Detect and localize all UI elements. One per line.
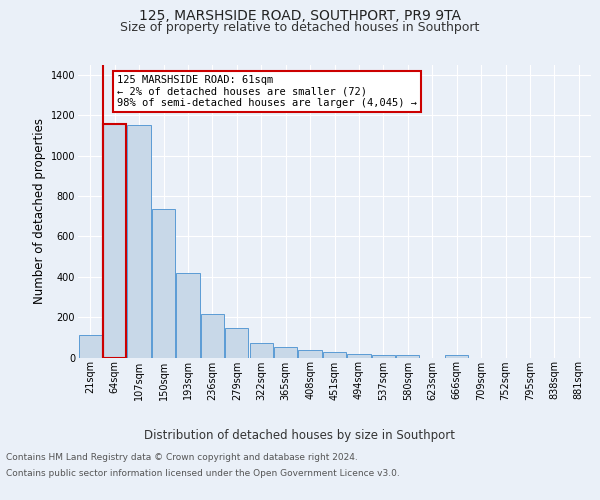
Bar [323,352,346,358]
Bar [103,124,126,358]
Text: Contains public sector information licensed under the Open Government Licence v3: Contains public sector information licen… [6,468,400,477]
Text: 125 MARSHSIDE ROAD: 61sqm
← 2% of detached houses are smaller (72)
98% of semi-d: 125 MARSHSIDE ROAD: 61sqm ← 2% of detach… [117,75,417,108]
Bar [176,273,200,357]
Bar [347,354,371,358]
Bar [274,348,297,358]
Bar [298,350,322,358]
Bar [79,336,102,357]
Bar [127,124,151,358]
Text: 125, MARSHSIDE ROAD, SOUTHPORT, PR9 9TA: 125, MARSHSIDE ROAD, SOUTHPORT, PR9 9TA [139,9,461,23]
Bar [201,314,224,358]
Y-axis label: Number of detached properties: Number of detached properties [34,118,46,304]
Text: Size of property relative to detached houses in Southport: Size of property relative to detached ho… [121,22,479,35]
Bar [396,356,419,358]
Bar [250,343,273,357]
Bar [372,354,395,358]
Bar [152,209,175,358]
Bar [445,355,468,358]
Text: Contains HM Land Registry data © Crown copyright and database right 2024.: Contains HM Land Registry data © Crown c… [6,454,358,462]
Text: Distribution of detached houses by size in Southport: Distribution of detached houses by size … [145,430,455,442]
Bar [225,328,248,358]
